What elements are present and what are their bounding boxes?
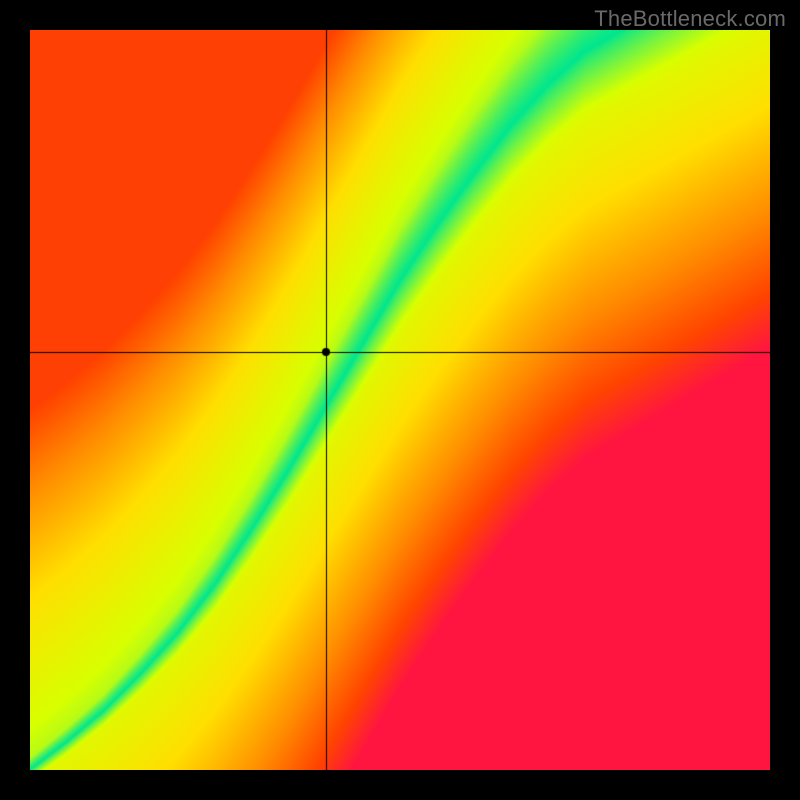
heatmap-canvas bbox=[30, 30, 770, 770]
watermark-text: TheBottleneck.com bbox=[594, 6, 786, 32]
chart-container: TheBottleneck.com bbox=[0, 0, 800, 800]
plot-area bbox=[30, 30, 770, 770]
